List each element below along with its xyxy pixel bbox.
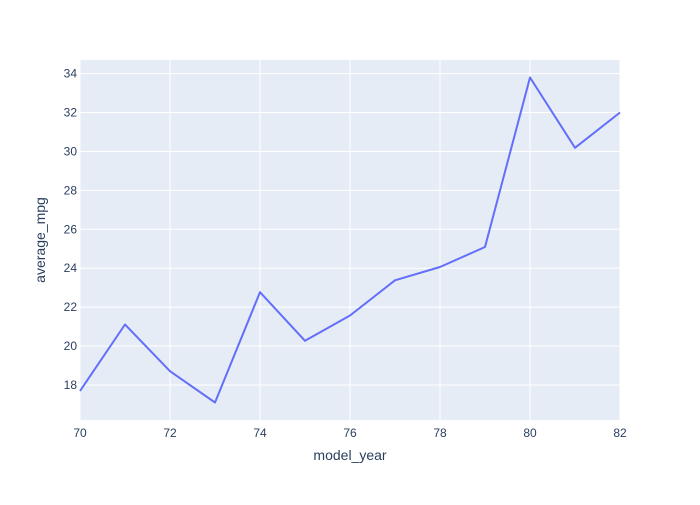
y-tick-label: 28: [64, 183, 78, 197]
y-tick-label: 34: [64, 67, 78, 81]
y-tick-label: 26: [64, 222, 78, 236]
x-gridlines: [79, 60, 621, 420]
x-tick-label: 70: [73, 426, 87, 440]
y-tick-label: 20: [64, 339, 78, 353]
y-tick-label: 30: [64, 144, 78, 158]
y-gridlines: [80, 73, 620, 386]
x-tick-label: 76: [343, 426, 357, 440]
y-tick-label: 22: [64, 300, 78, 314]
x-tick-labels: 70 72 74 76 78 80 82: [73, 426, 627, 440]
y-tick-labels: 18 20 22 24 26 28 30 32 34: [64, 67, 78, 392]
x-axis-title: model_year: [313, 447, 386, 463]
y-tick-label: 24: [64, 261, 78, 275]
x-tick-label: 78: [433, 426, 447, 440]
y-tick-label: 18: [64, 378, 78, 392]
x-tick-label: 82: [613, 426, 627, 440]
series-layer: [79, 76, 621, 404]
x-tick-label: 72: [163, 426, 177, 440]
y-tick-label: 32: [64, 106, 78, 120]
x-tick-label: 80: [523, 426, 537, 440]
series-line: [79, 76, 621, 404]
x-tick-label: 74: [253, 426, 267, 440]
y-axis-title: average_mpg: [32, 197, 48, 283]
